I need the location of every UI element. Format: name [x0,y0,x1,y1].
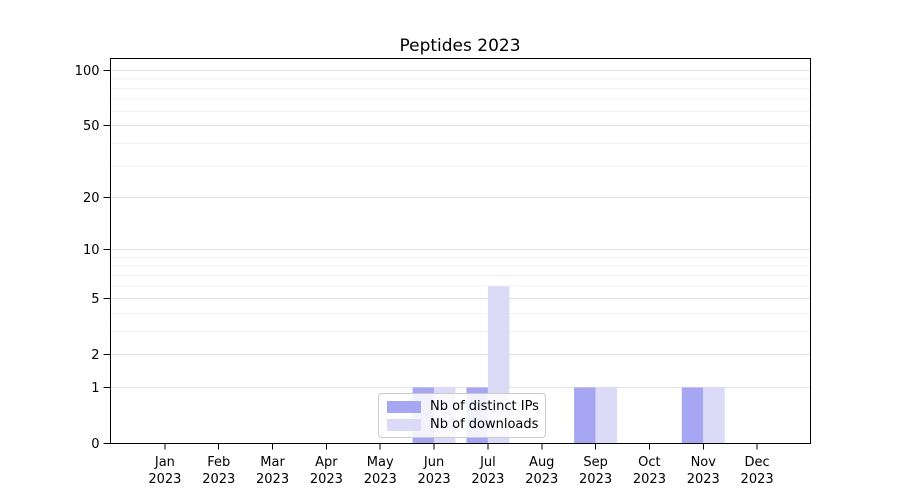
x-tick-label-year: 2023 [202,472,235,487]
legend-swatch-downloads [387,418,421,431]
x-tick-label-month: Dec [745,455,770,470]
y-tick-label: 10 [83,243,100,258]
y-tick-label: 0 [91,437,99,452]
y-tick-label: 50 [83,119,100,134]
x-tick-label-month: Feb [207,455,230,470]
x-tick-label-month: Jun [423,455,444,470]
x-tick-label-year: 2023 [310,472,343,487]
bar-downloads [595,387,618,444]
x-tick-label-year: 2023 [741,472,774,487]
legend-item-distinct-ips: Nb of distinct IPs [387,399,539,414]
axis-layer: 0 1 2 5 10 20 50 100 Jan 2023 Feb 2023 Mar 2023 Apr 202… [75,58,811,487]
y-tick-label: 1 [91,381,99,396]
x-tick-label-year: 2023 [633,472,666,487]
bar-downloads [703,387,725,444]
legend: Nb of distinct IPs Nb of downloads [378,393,546,438]
legend-swatch-distinct-ips [387,400,421,413]
axes-frame [110,58,811,444]
x-tick-label-month: Aug [529,455,554,470]
x-tick-label-month: Jan [154,455,175,470]
chart-title: Peptides 2023 [399,36,520,56]
x-tick-label-year: 2023 [256,472,289,487]
bar-distinct-ips [574,387,596,444]
x-tick-label-year: 2023 [364,472,397,487]
x-tick-label-month: May [367,455,394,470]
x-tick-label-year: 2023 [687,472,720,487]
x-tick-label-month: Sep [583,455,608,470]
x-tick-label-month: Mar [260,455,285,470]
bar-distinct-ips [681,387,704,444]
y-tick-label: 2 [91,348,99,363]
x-tick-label-month: Apr [315,455,338,470]
legend-label-downloads: Nb of downloads [430,417,539,432]
x-tick-label-month: Jul [479,455,496,470]
y-tick-label: 5 [91,292,99,307]
x-tick-label-month: Nov [691,455,717,470]
x-tick-label-year: 2023 [471,472,504,487]
y-tick-label: 20 [83,191,100,206]
x-tick-label-year: 2023 [579,472,612,487]
x-tick-label-year: 2023 [525,472,558,487]
y-tick-label: 100 [75,64,100,79]
grid-layer [110,70,811,388]
legend-label-distinct-ips: Nb of distinct IPs [430,399,539,414]
legend-item-downloads: Nb of downloads [387,417,539,432]
x-tick-label-year: 2023 [148,472,181,487]
x-tick-label-month: Oct [638,455,660,470]
x-tick-label-year: 2023 [418,472,451,487]
